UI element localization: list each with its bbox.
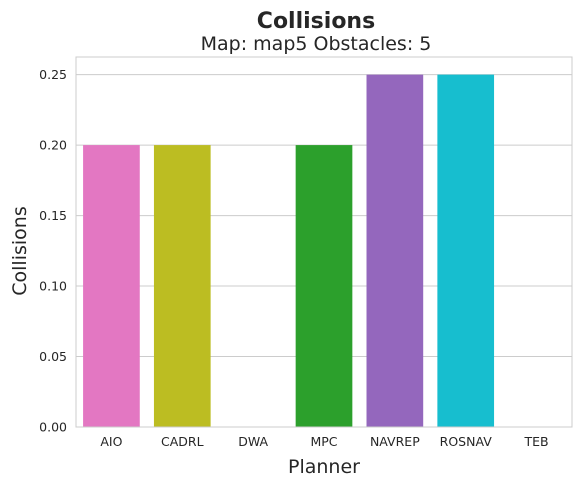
bar-navrep <box>366 74 424 427</box>
y-tick-label: 0.25 <box>39 67 67 82</box>
chart-subtitle: Map: map5 Obstacles: 5 <box>201 33 432 55</box>
bar-rosnav <box>437 74 495 427</box>
y-axis-label: Collisions <box>9 206 31 295</box>
y-tick-label: 0.20 <box>39 138 67 153</box>
x-tick-label: AIO <box>100 434 122 449</box>
y-tick-labels: 0.00 0.05 0.10 0.15 0.20 0.25 <box>39 67 67 434</box>
y-tick-label: 0.05 <box>39 349 67 364</box>
x-tick-label: MPC <box>310 434 337 449</box>
x-tick-label: NAVREP <box>370 434 420 449</box>
bar-aio <box>83 145 140 427</box>
plot-frame <box>75 56 573 428</box>
y-tick-label: 0.00 <box>39 420 67 435</box>
x-tick-label: TEB <box>524 434 549 449</box>
x-tick-label: ROSNAV <box>440 434 493 449</box>
chart-title: Collisions <box>257 9 375 34</box>
bar-cadrl <box>153 145 211 427</box>
x-tick-label: CADRL <box>161 434 204 449</box>
bar-mpc <box>295 145 353 427</box>
bars <box>83 74 495 427</box>
x-axis-label: Planner <box>288 456 360 478</box>
y-tick-label: 0.10 <box>39 279 67 294</box>
y-tick-label: 0.15 <box>39 208 67 223</box>
x-tick-labels: AIO CADRL DWA MPC NAVREP ROSNAV TEB <box>100 434 548 449</box>
x-tick-label: DWA <box>238 434 268 449</box>
